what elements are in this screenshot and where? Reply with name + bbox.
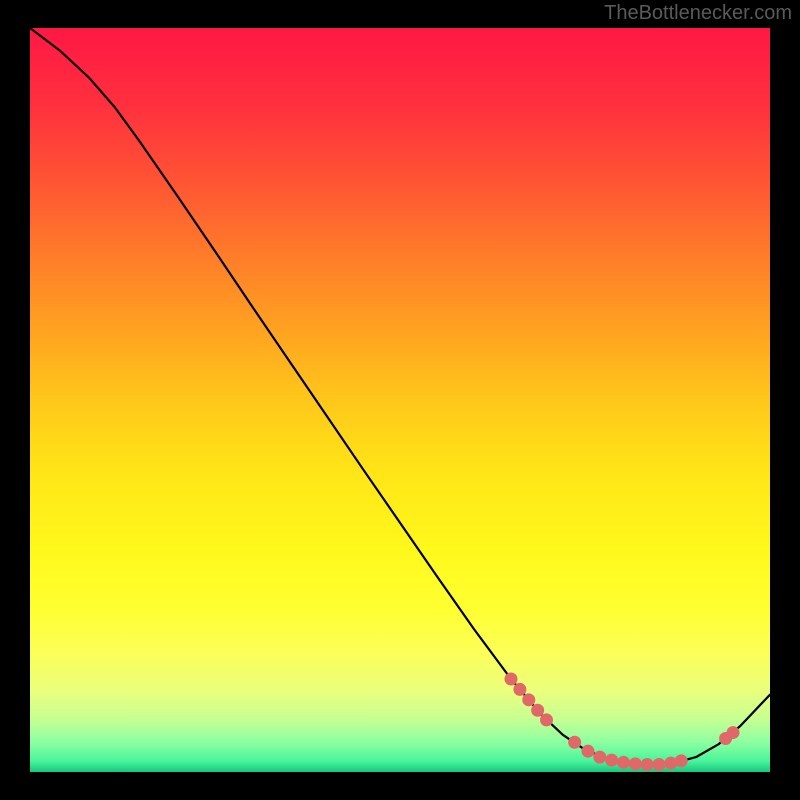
curve-marker xyxy=(629,757,642,770)
chart-svg xyxy=(30,28,770,772)
curve-marker xyxy=(513,683,526,696)
curve-marker xyxy=(522,693,535,706)
curve-marker xyxy=(641,758,654,771)
curve-marker xyxy=(540,713,553,726)
curve-marker xyxy=(653,758,666,771)
curve-marker xyxy=(593,751,606,764)
curve-marker xyxy=(605,754,618,767)
curve-marker xyxy=(568,736,581,749)
curve-marker xyxy=(531,704,544,717)
watermark-text: TheBottlenecker.com xyxy=(604,2,792,25)
curve-marker xyxy=(675,754,688,767)
curve-marker xyxy=(617,756,630,769)
gradient-background xyxy=(30,28,770,772)
curve-marker xyxy=(727,726,740,739)
plot-area xyxy=(30,28,770,772)
curve-marker xyxy=(581,745,594,758)
chart-container: TheBottlenecker.com xyxy=(0,0,800,800)
curve-marker xyxy=(505,673,518,686)
